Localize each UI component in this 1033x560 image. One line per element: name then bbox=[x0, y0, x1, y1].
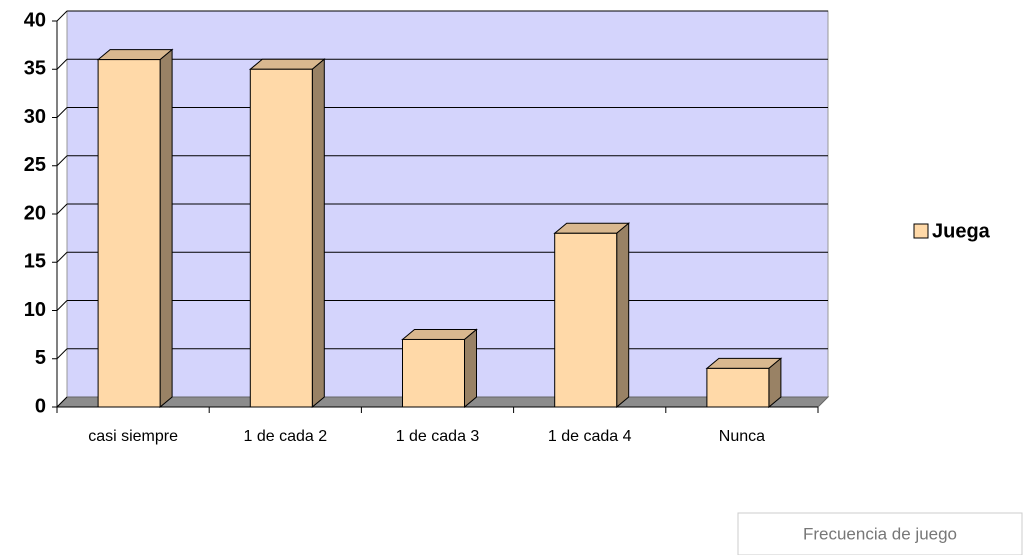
y-tick-label: 35 bbox=[24, 58, 46, 80]
grid-diagonal bbox=[56, 107, 68, 118]
grid-diagonal bbox=[56, 155, 68, 167]
grid-diagonal bbox=[56, 348, 68, 360]
y-tick-label: 10 bbox=[24, 299, 46, 321]
bar-top bbox=[96, 49, 174, 61]
bar-top bbox=[248, 58, 326, 70]
grid-diagonal bbox=[56, 58, 68, 70]
bar-side bbox=[311, 58, 325, 409]
bar bbox=[706, 367, 770, 408]
grid-diagonal bbox=[56, 251, 68, 263]
bar bbox=[402, 338, 465, 408]
y-tick-label: 40 bbox=[24, 9, 46, 31]
y-tick-label: 20 bbox=[24, 202, 46, 224]
bar-side bbox=[616, 222, 630, 409]
x-tick-label: 1 de cada 4 bbox=[548, 428, 632, 445]
x-tick-label: Nunca bbox=[719, 428, 765, 445]
bar-side bbox=[464, 328, 477, 409]
bar bbox=[554, 232, 618, 408]
y-tick-label: 25 bbox=[24, 154, 46, 176]
caption: Frecuencia de juego bbox=[803, 524, 957, 543]
y-tick-label: 30 bbox=[24, 106, 46, 128]
grid-diagonal bbox=[56, 203, 68, 215]
bar-top bbox=[553, 222, 631, 234]
bar bbox=[249, 68, 313, 408]
y-tick-label: 5 bbox=[35, 347, 46, 369]
x-tick-label: casi siempre bbox=[88, 428, 178, 445]
caption-box bbox=[737, 512, 1023, 556]
x-tick-label: 1 de cada 2 bbox=[243, 428, 327, 445]
y-tick-label: 0 bbox=[35, 395, 46, 417]
bar-top bbox=[705, 357, 783, 369]
y-tick-label: 15 bbox=[24, 251, 46, 273]
grid-diagonal bbox=[56, 300, 68, 311]
bar-top bbox=[401, 328, 478, 340]
legend-swatch bbox=[913, 223, 929, 239]
bar bbox=[97, 59, 161, 408]
x-tick-label: 1 de cada 3 bbox=[396, 428, 480, 445]
legend-label: Juega bbox=[932, 220, 991, 242]
grid-diagonal bbox=[56, 396, 68, 408]
grid-diagonal bbox=[56, 10, 68, 22]
bar-side bbox=[159, 48, 173, 409]
